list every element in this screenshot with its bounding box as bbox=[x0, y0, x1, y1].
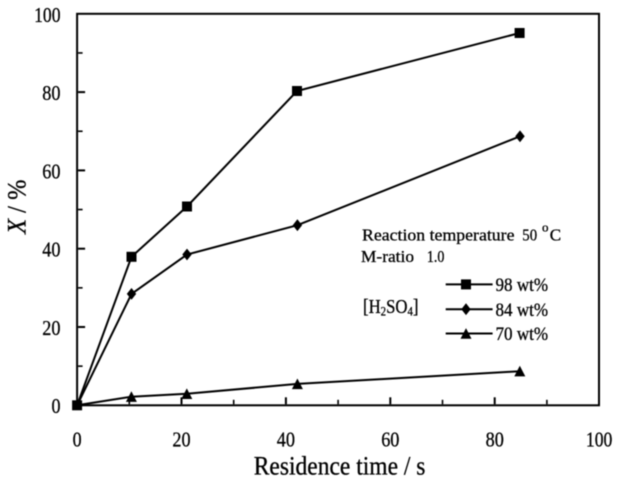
svg-text:C: C bbox=[550, 225, 561, 244]
svg-text:1.0: 1.0 bbox=[427, 247, 445, 266]
svg-text:40: 40 bbox=[42, 238, 60, 262]
svg-text:100: 100 bbox=[586, 428, 612, 452]
svg-text:[H2SO4]: [H2SO4] bbox=[363, 296, 419, 319]
svg-text:M-ratio: M-ratio bbox=[361, 247, 414, 266]
svg-text:X / %: X / % bbox=[2, 180, 31, 235]
svg-text:Reaction temperature: Reaction temperature bbox=[362, 225, 515, 244]
svg-text:40: 40 bbox=[277, 428, 295, 452]
svg-text:80: 80 bbox=[486, 428, 504, 452]
svg-text:60: 60 bbox=[381, 428, 399, 452]
svg-text:70 wt%: 70 wt% bbox=[496, 325, 549, 345]
svg-text:60: 60 bbox=[42, 159, 60, 183]
svg-text:20: 20 bbox=[42, 316, 60, 340]
svg-text:o: o bbox=[542, 219, 549, 234]
svg-text:80: 80 bbox=[42, 81, 60, 105]
svg-text:20: 20 bbox=[172, 428, 190, 452]
svg-text:84 wt%: 84 wt% bbox=[496, 301, 549, 321]
svg-text:Residence time / s: Residence time / s bbox=[254, 451, 426, 480]
svg-text:98 wt%: 98 wt% bbox=[496, 276, 549, 296]
svg-text:100: 100 bbox=[34, 3, 60, 27]
svg-text:0: 0 bbox=[52, 394, 61, 418]
svg-text:50: 50 bbox=[522, 225, 537, 244]
svg-text:0: 0 bbox=[73, 428, 82, 452]
